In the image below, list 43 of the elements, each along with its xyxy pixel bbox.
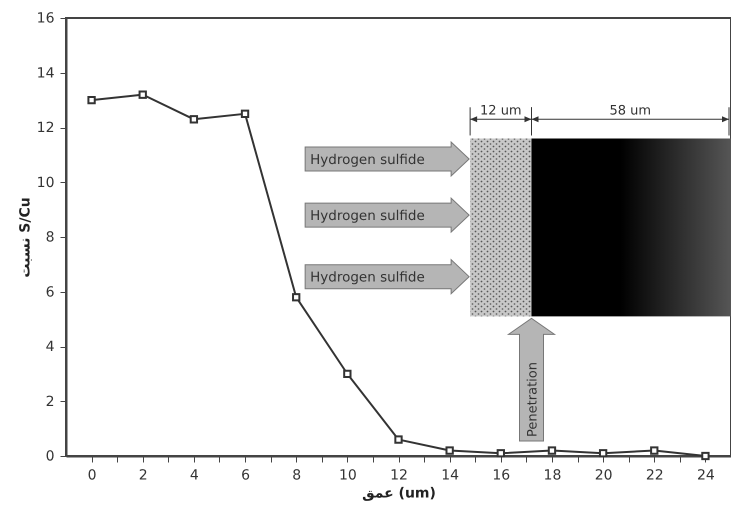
point xyxy=(701,452,710,460)
annotation: 12 um xyxy=(480,103,522,118)
y-tick-label: 16 xyxy=(36,10,55,26)
x-tick-label: 12 xyxy=(390,468,408,484)
x-tick-label: 6 xyxy=(241,468,250,484)
x-tick-label: 4 xyxy=(190,468,199,484)
y-tick-label: 2 xyxy=(46,394,54,410)
point xyxy=(598,449,608,458)
x-tick-label: 14 xyxy=(441,468,460,484)
annotation: Hydrogen sulfide xyxy=(310,208,425,224)
y-tick-label: 12 xyxy=(36,120,54,136)
x-tick-label: 2 xyxy=(138,468,148,484)
x-tick-label: 22 xyxy=(646,468,664,484)
annotation: Hydrogen sulfide xyxy=(310,270,425,286)
annotation: Penetration xyxy=(526,362,540,437)
point xyxy=(445,446,454,455)
y-tick-label: 8 xyxy=(46,230,54,246)
point xyxy=(190,115,198,124)
point xyxy=(240,110,250,118)
y-tick-label: 6 xyxy=(46,284,55,300)
annotation: Hydrogen sulfide xyxy=(310,152,425,168)
point xyxy=(394,435,403,444)
y-tick-label: 14 xyxy=(36,65,55,82)
x-tick-label: 18 xyxy=(544,468,562,484)
x-axis-title: عمق (um) xyxy=(362,486,436,502)
x-tick-label: 16 xyxy=(492,468,510,484)
point xyxy=(343,370,352,378)
y-tick-label: 0 xyxy=(46,448,54,464)
x-tick-label: 8 xyxy=(292,468,302,484)
point xyxy=(496,449,505,458)
x-tick-label: 24 xyxy=(697,468,715,484)
point xyxy=(548,446,556,455)
point xyxy=(87,96,96,104)
x-tick-label: 20 xyxy=(594,468,613,484)
y-axis-title: نسبت S/Cu xyxy=(18,197,34,278)
point xyxy=(292,293,300,302)
y-tick-label: 10 xyxy=(36,174,54,191)
point xyxy=(650,446,658,455)
x-tick-label: 10 xyxy=(338,468,357,484)
x-tick-label: 0 xyxy=(88,468,97,484)
annotation: 58 um xyxy=(609,103,652,118)
y-tick-label: 4 xyxy=(46,339,55,355)
point xyxy=(138,90,147,99)
